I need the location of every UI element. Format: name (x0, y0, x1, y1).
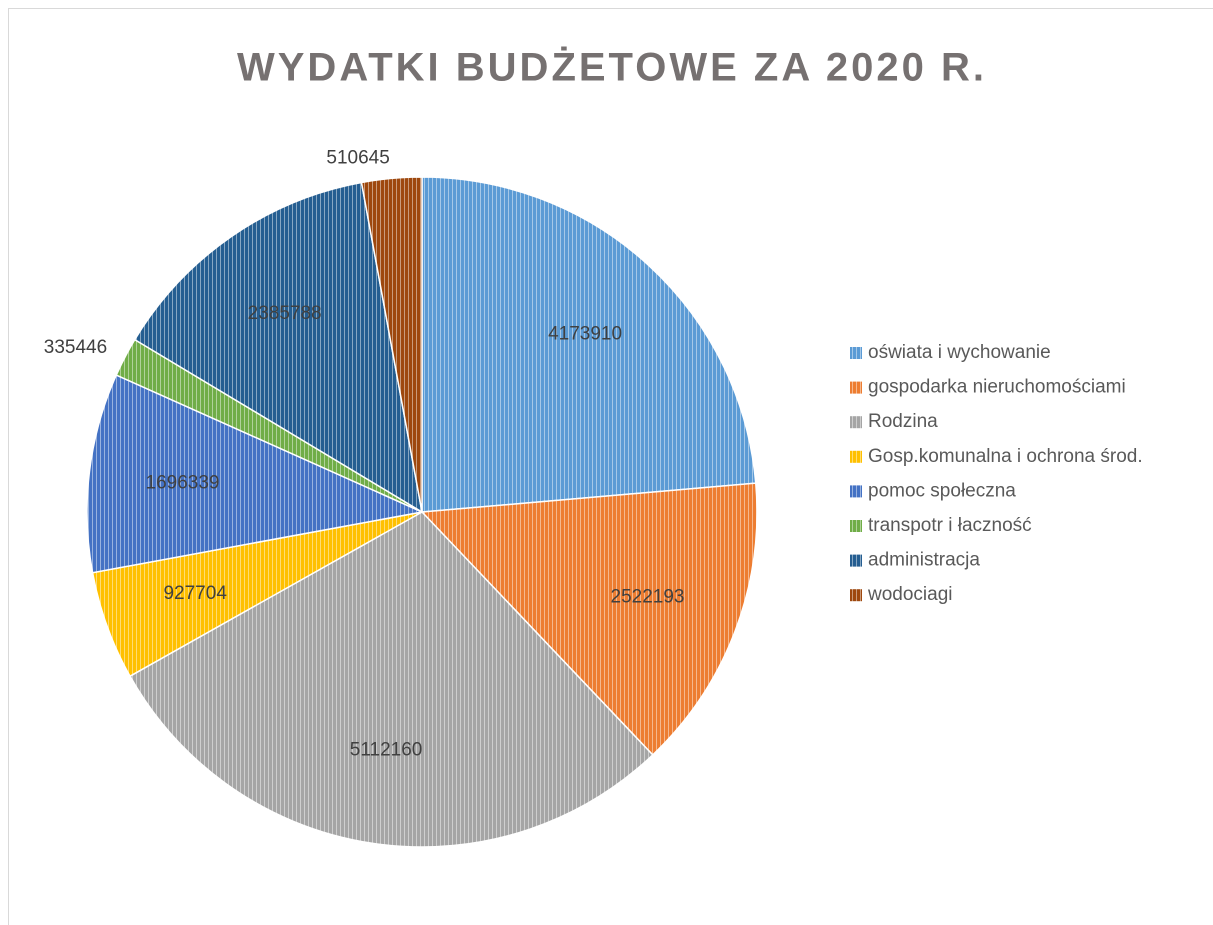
legend-swatch (850, 554, 862, 567)
pie-slice (128, 511, 654, 848)
legend-swatch (850, 450, 862, 463)
pie-slice (133, 181, 424, 514)
data-label: 2385788 (248, 303, 322, 324)
data-label: 1696339 (146, 472, 220, 493)
pie-slice (420, 482, 758, 756)
data-label: 2522193 (611, 587, 685, 608)
legend-label: Rodzina (868, 411, 938, 432)
legend-label: oświata i wychowanie (868, 342, 1051, 363)
data-label: 510645 (326, 147, 389, 168)
legend-label: administracja (868, 550, 980, 571)
pie-slice (86, 374, 425, 574)
legend-label: gospodarka nieruchomościami (868, 377, 1126, 398)
data-label: 5112160 (350, 740, 423, 761)
data-label: 335446 (44, 337, 107, 358)
chart-title: WYDATKI BUDŻETOWE ZA 2020 R. (237, 46, 987, 90)
legend-swatch (850, 485, 862, 498)
data-label: 927704 (163, 583, 227, 604)
pie-slice (421, 176, 757, 513)
legend-label: pomoc społeczna (868, 480, 1016, 501)
legend-swatch (850, 347, 862, 359)
chart-frame (8, 8, 1213, 925)
legend-swatch (850, 589, 862, 602)
legend-swatch (850, 381, 862, 394)
pie-slice (360, 176, 423, 513)
data-label: 4173910 (548, 323, 622, 344)
legend-label: wodociagi (867, 584, 953, 605)
legend-swatch (850, 416, 862, 429)
legend-swatch (850, 520, 862, 532)
legend-label: transpotr i łaczność (868, 515, 1032, 536)
legend-label: Gosp.komunalna i ochrona środ. (868, 446, 1143, 467)
